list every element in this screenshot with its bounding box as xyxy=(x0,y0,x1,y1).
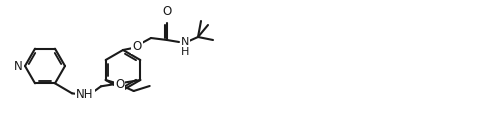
Text: O: O xyxy=(162,5,172,18)
Text: N: N xyxy=(14,59,23,72)
Text: NH: NH xyxy=(76,88,94,101)
Text: O: O xyxy=(132,39,142,52)
Text: O: O xyxy=(115,78,124,91)
Text: H: H xyxy=(181,47,189,57)
Text: N: N xyxy=(181,37,189,47)
